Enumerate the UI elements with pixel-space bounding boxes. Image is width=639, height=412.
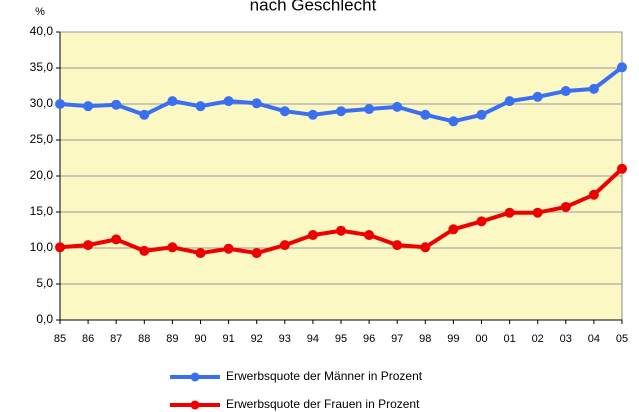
data-point xyxy=(532,91,543,102)
data-point xyxy=(55,242,65,253)
data-point xyxy=(195,248,206,259)
y-tick-label: 0,0 xyxy=(36,312,53,326)
x-tick-label: 03 xyxy=(560,333,572,345)
data-point xyxy=(279,240,290,251)
data-point xyxy=(55,99,65,109)
data-point xyxy=(223,96,234,107)
data-point xyxy=(307,230,318,241)
y-tick-label: 35,0 xyxy=(30,60,54,74)
x-tick-label: 01 xyxy=(503,333,515,345)
x-tick-label: 95 xyxy=(335,333,347,345)
x-tick-label: 97 xyxy=(391,333,403,345)
y-tick-label: 10,0 xyxy=(30,240,54,254)
x-tick-label: 91 xyxy=(222,333,234,345)
data-point xyxy=(560,201,571,212)
data-point xyxy=(251,248,262,259)
y-axis-label: % xyxy=(35,6,45,18)
x-tick-label: 90 xyxy=(194,333,206,345)
y-tick-label: 5,0 xyxy=(36,276,53,290)
data-point xyxy=(336,106,346,117)
data-point xyxy=(588,189,599,200)
data-point xyxy=(307,109,318,120)
y-tick-label: 15,0 xyxy=(30,204,54,218)
data-point xyxy=(223,243,234,254)
x-tick-label: 87 xyxy=(110,333,122,345)
data-point xyxy=(167,96,178,107)
data-point xyxy=(364,104,375,115)
x-tick-label: 86 xyxy=(82,333,94,345)
data-point xyxy=(83,240,94,251)
x-tick-label: 85 xyxy=(54,333,66,345)
data-point xyxy=(448,116,459,127)
data-point xyxy=(560,86,571,97)
data-point xyxy=(167,242,178,253)
data-point xyxy=(476,216,487,227)
y-tick-label: 20,0 xyxy=(30,168,54,182)
data-point xyxy=(139,109,150,120)
x-tick-label: 96 xyxy=(363,333,375,345)
x-tick-label: 05 xyxy=(616,333,628,345)
data-point xyxy=(139,245,150,256)
x-tick-label: 94 xyxy=(307,333,319,345)
data-point xyxy=(392,101,403,112)
data-point xyxy=(476,109,487,120)
chart-title: nach Geschlecht xyxy=(250,0,377,14)
data-point xyxy=(251,98,262,109)
data-point xyxy=(195,101,206,112)
data-point xyxy=(420,242,431,253)
x-tick-label: 92 xyxy=(251,333,263,345)
x-tick-label: 04 xyxy=(588,333,600,345)
legend-marker xyxy=(190,400,200,410)
data-point xyxy=(111,99,122,110)
data-point xyxy=(617,62,627,73)
data-point xyxy=(617,163,627,174)
data-point xyxy=(83,101,94,112)
data-point xyxy=(588,83,599,94)
data-point xyxy=(111,234,122,245)
x-tick-label: 93 xyxy=(279,333,291,345)
data-point xyxy=(504,96,515,107)
x-tick-label: 02 xyxy=(532,333,544,345)
legend-label: Erwerbsquote der Männer in Prozent xyxy=(226,369,423,383)
y-tick-label: 25,0 xyxy=(30,132,54,146)
x-tick-label: 88 xyxy=(138,333,150,345)
data-point xyxy=(364,230,375,241)
x-tick-label: 00 xyxy=(475,333,487,345)
data-point xyxy=(448,224,459,235)
y-tick-label: 30,0 xyxy=(30,96,54,110)
data-point xyxy=(336,225,346,236)
x-tick-label: 99 xyxy=(447,333,459,345)
legend-marker xyxy=(190,372,200,382)
data-point xyxy=(392,240,403,251)
data-point xyxy=(279,106,290,117)
data-point xyxy=(532,207,543,218)
data-point xyxy=(504,207,515,218)
x-tick-label: 89 xyxy=(166,333,178,345)
y-tick-label: 40,0 xyxy=(30,24,54,38)
x-tick-label: 98 xyxy=(419,333,431,345)
data-point xyxy=(420,109,431,120)
legend-label: Erwerbsquote der Frauen in Prozent xyxy=(226,397,420,411)
